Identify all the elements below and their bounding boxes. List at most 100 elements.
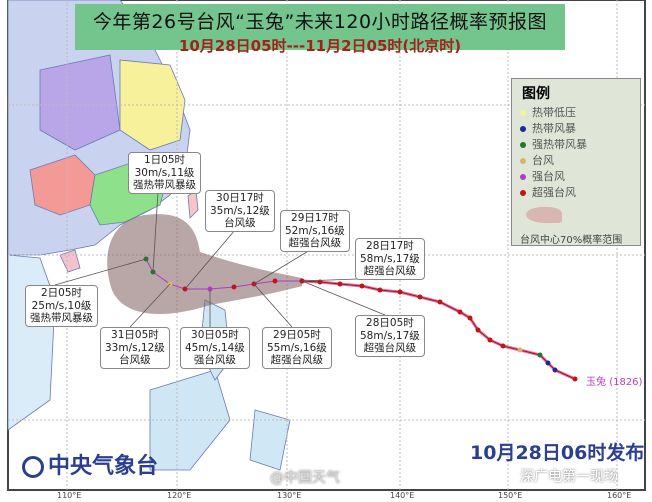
callout-leader — [129, 283, 171, 328]
callout-leader — [253, 283, 293, 328]
callout-level: 台风级 — [119, 354, 151, 366]
callout-time: 30日05时 — [191, 329, 239, 341]
map-title: 今年第26号台风“玉兔”未来120小时路径概率预报图 — [92, 11, 548, 33]
title-banner: 今年第26号台风“玉兔”未来120小时路径概率预报图 10月28日05时---1… — [75, 4, 565, 55]
track-point — [457, 309, 463, 315]
map-subtitle: 10月28日05时---11月2日05时(北京时) — [178, 37, 462, 55]
track-point — [475, 327, 481, 333]
callout-time: 31日05时 — [111, 329, 159, 341]
forecast-callout: 30日05时 45m/s,14级 强台风级 — [180, 327, 250, 369]
legend-label: 超强台风 — [532, 186, 576, 199]
axis-tick-label: 150°E — [498, 491, 523, 500]
legend-item: 热带低压 — [512, 105, 640, 121]
legend-label: 热带风暴 — [532, 122, 576, 135]
axis-tick-label: 110°E — [57, 491, 82, 500]
track-point — [359, 283, 365, 289]
agency-name: 中央气象台 — [48, 454, 159, 479]
axis-tick-label: 160°E — [607, 491, 632, 500]
callout-wind: 58m/s,17级 — [360, 252, 420, 265]
track-point — [487, 337, 493, 343]
callout-wind: 30m/s,11级 — [134, 166, 195, 179]
track-point — [437, 299, 443, 305]
legend-dot-icon — [520, 190, 526, 196]
legend-heading: 图例 — [522, 86, 550, 102]
callout-wind: 55m/s,16级 — [267, 341, 327, 354]
callout-wind: 58m/s,17级 — [360, 329, 420, 342]
forecast-callout: 2日05时 25m/s,10级 强热带风暴级 — [25, 285, 98, 327]
callout-level: 台风级 — [224, 217, 256, 229]
callout-wind: 45m/s,14级 — [185, 341, 245, 354]
callout-time: 30日17时 — [216, 192, 264, 204]
legend-dot-icon — [520, 158, 526, 164]
axis-tick-label: 130°E — [277, 491, 302, 500]
issued-time: 10月28日06时发布 — [470, 442, 645, 464]
track-point — [272, 278, 278, 284]
forecast-callout: 29日17时 52m/s,16级 超强台风级 — [280, 210, 350, 252]
forecast-callout: 30日17时 35m/s,12级 台风级 — [205, 190, 275, 232]
label-leaders — [54, 191, 386, 328]
track-point — [467, 315, 473, 321]
callout-level: 超强台风级 — [270, 354, 324, 366]
watermark-channel: 深广电第一现场 — [520, 469, 618, 485]
legend-dot-icon — [520, 142, 526, 148]
callout-level: 强热带风暴级 — [133, 179, 196, 191]
legend-label: 强热带风暴 — [532, 138, 587, 151]
callout-level: 强台风级 — [193, 354, 236, 366]
callout-time: 28日17时 — [366, 240, 414, 252]
callout-level: 超强台风级 — [363, 265, 417, 277]
callout-wind: 25m/s,10级 — [31, 299, 92, 312]
callout-wind: 52m/s,16级 — [285, 224, 345, 237]
callout-time: 28日05时 — [366, 317, 414, 329]
storm-name-text: 玉兔 — [586, 377, 606, 388]
probability-cone — [107, 214, 303, 315]
legend-label: 强台风 — [532, 170, 565, 183]
callout-time: 1日05时 — [143, 154, 186, 166]
cma-logo-icon — [22, 456, 44, 478]
forecast-callout: 31日05时 33m/s,12级 台风级 — [100, 327, 170, 369]
callout-leader — [184, 229, 236, 290]
axis-tick-label: 120°E — [167, 491, 192, 500]
storm-id: (1826) — [609, 377, 643, 388]
track-point — [377, 287, 383, 293]
callout-leader — [152, 191, 159, 273]
track-point — [545, 360, 551, 366]
legend-item: 强台风 — [512, 169, 640, 185]
legend: 图例 热带低压热带风暴强热带风暴台风强台风超强台风 台风中心70%概率范围 — [511, 78, 641, 246]
callout-leader — [54, 258, 147, 286]
callout-wind: 35m/s,12级 — [210, 204, 270, 217]
callout-wind: 33m/s,12级 — [105, 341, 165, 354]
storm-name: 玉兔 (1826) — [586, 373, 642, 388]
legend-item: 热带风暴 — [512, 121, 640, 137]
callout-level: 超强台风级 — [363, 342, 417, 354]
track-point — [231, 284, 237, 290]
agency-logo: 中央气象台 — [22, 448, 158, 480]
legend-label: 台风 — [532, 154, 554, 167]
axis-tick-label: 140°E — [390, 491, 415, 500]
forecast-callout: 28日05时 58m/s,17级 超强台风级 — [355, 315, 425, 357]
track-point — [517, 347, 523, 353]
callout-level: 强热带风暴级 — [30, 312, 93, 324]
track-point — [397, 289, 403, 295]
legend-dot-icon — [520, 126, 526, 132]
track-point — [500, 343, 506, 349]
callout-time: 29日05时 — [273, 329, 321, 341]
legend-label: 热带低压 — [532, 106, 576, 119]
forecast-callout: 1日05时 30m/s,11级 强热带风暴级 — [128, 152, 201, 194]
track-point — [337, 281, 343, 287]
legend-item: 超强台风 — [512, 185, 640, 201]
track-point — [552, 367, 558, 373]
track-point — [572, 376, 578, 382]
forecast-callout: 29日05时 55m/s,16级 超强台风级 — [262, 327, 332, 369]
callout-level: 超强台风级 — [288, 237, 342, 249]
track-point — [537, 352, 543, 358]
callout-time: 29日17时 — [291, 212, 339, 224]
callout-leader — [253, 249, 311, 285]
cone-label: 台风中心70%概率范围 — [520, 235, 623, 246]
track-point — [417, 294, 423, 300]
legend-item: 台风 — [512, 153, 640, 169]
cone-swatch — [526, 207, 562, 223]
callout-leader — [301, 280, 386, 316]
callout-time: 2日05时 — [40, 287, 83, 299]
watermark-weibo: @中国天气 — [270, 470, 340, 486]
legend-dot-icon — [520, 174, 526, 180]
